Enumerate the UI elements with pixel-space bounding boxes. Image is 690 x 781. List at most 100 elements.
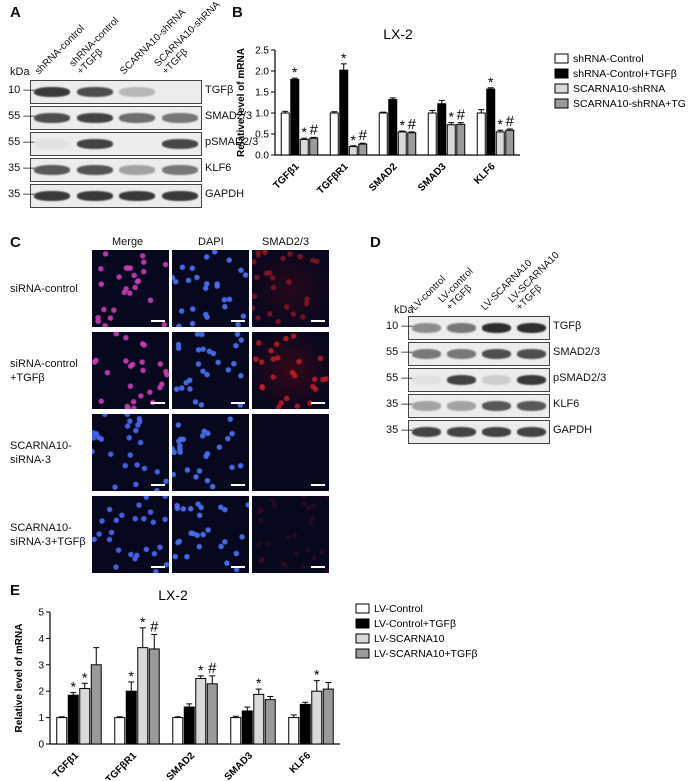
legend-label: LV-SCARNA10+TGFβ bbox=[374, 648, 478, 660]
panel-d-band bbox=[446, 349, 477, 359]
x-tick-label: TGFβR1 bbox=[104, 750, 140, 780]
bar bbox=[299, 138, 309, 156]
bar bbox=[378, 112, 388, 156]
bar bbox=[67, 694, 79, 745]
micrograph-merge bbox=[92, 250, 169, 327]
panel-a-row-label: TGFβ bbox=[205, 84, 234, 96]
panel-d-row-label: TGFβ bbox=[553, 320, 582, 332]
panel-a-blot-row bbox=[30, 158, 202, 182]
legend-swatch bbox=[554, 53, 569, 64]
panel-a-blot-row bbox=[30, 132, 202, 156]
legend-label: LV-Control+TGFβ bbox=[374, 618, 456, 630]
micrograph-merge bbox=[92, 414, 169, 491]
significance-marker: * bbox=[351, 132, 357, 148]
panel-d-band bbox=[446, 427, 477, 437]
legend-swatch bbox=[554, 68, 569, 79]
significance-marker: # bbox=[408, 116, 417, 133]
panel-e-chart: LX-2 0 1 2 3 4 5 Relative level of mRNA * * TGFβ1 *… bbox=[14, 587, 478, 780]
scale-bar bbox=[311, 320, 325, 322]
panel-d-row-label: KLF6 bbox=[553, 398, 580, 410]
scale-bar bbox=[231, 320, 245, 322]
y-tick-label: 2 bbox=[38, 687, 44, 698]
significance-marker: # bbox=[150, 618, 159, 635]
y-tick-label: 1 bbox=[38, 713, 44, 724]
panel-d-mw-marker: 35 — bbox=[386, 423, 413, 436]
micrograph-dapi bbox=[172, 496, 249, 573]
bar bbox=[348, 146, 358, 156]
y-tick-label: 4 bbox=[38, 634, 44, 645]
y-tick-label: 2.0 bbox=[255, 67, 269, 78]
panel-d-band bbox=[411, 401, 442, 411]
panel-a-band bbox=[76, 191, 113, 201]
x-tick-label: KLF6 bbox=[288, 750, 314, 776]
panel-a-band bbox=[119, 113, 156, 123]
micrograph-smad bbox=[252, 414, 329, 491]
panel-a-band bbox=[76, 113, 113, 123]
panel-a-band bbox=[119, 87, 156, 97]
panel-a-mw-marker: 35 — bbox=[8, 161, 35, 174]
panel-a-band bbox=[34, 165, 71, 175]
scale-bar bbox=[311, 484, 325, 486]
legend-swatch bbox=[554, 83, 569, 94]
bar bbox=[90, 664, 102, 745]
bar bbox=[290, 78, 300, 156]
panel-a-band bbox=[34, 191, 71, 201]
panel-d-row-label: pSMAD2/3 bbox=[553, 372, 607, 384]
y-axis-label: Relative level of mRNA bbox=[14, 624, 25, 733]
panel-a-mw-marker: 55 — bbox=[8, 109, 35, 122]
bar bbox=[309, 137, 319, 156]
panel-d-band bbox=[516, 375, 547, 385]
micrograph-smad bbox=[252, 332, 329, 409]
bar bbox=[446, 124, 456, 156]
bar bbox=[388, 99, 398, 156]
bar bbox=[280, 112, 290, 156]
panel-d-band bbox=[446, 375, 477, 385]
legend-label: LV-Control bbox=[374, 603, 423, 615]
micrograph-merge bbox=[92, 496, 169, 573]
panel-d-band bbox=[516, 349, 547, 359]
legend-label: LV-SCARNA10 bbox=[374, 633, 445, 645]
legend-label: SCARNA10-shRNA bbox=[573, 83, 665, 95]
panel-a-band bbox=[161, 113, 198, 123]
legend-swatch bbox=[355, 603, 370, 614]
panel-a-letter: A bbox=[10, 4, 21, 21]
x-tick-label: KLF6 bbox=[472, 161, 498, 187]
panel-d-band bbox=[411, 375, 442, 385]
significance-marker: * bbox=[256, 675, 262, 691]
bar bbox=[183, 706, 195, 745]
micrograph-smad bbox=[252, 496, 329, 573]
panel-a-blot-row bbox=[30, 80, 202, 104]
panel-d-mw-marker: 10 — bbox=[386, 319, 413, 332]
scale-bar bbox=[231, 484, 245, 486]
y-tick-label: 0 bbox=[38, 740, 44, 751]
micrograph-row-label: SCARNA10- siRNA-3 bbox=[10, 439, 72, 466]
bar bbox=[505, 129, 515, 156]
bar bbox=[311, 690, 323, 745]
bar bbox=[437, 103, 447, 156]
chart-title: LX-2 bbox=[158, 587, 188, 603]
panel-d-mw-marker: 35 — bbox=[386, 397, 413, 410]
scale-bar bbox=[151, 402, 165, 404]
panel-d-band bbox=[516, 401, 547, 411]
y-tick-label: 5 bbox=[38, 608, 44, 619]
scale-bar bbox=[151, 484, 165, 486]
x-tick-label: SMAD3 bbox=[223, 750, 256, 780]
panel-a-band bbox=[161, 191, 198, 201]
micrograph-dapi bbox=[172, 414, 249, 491]
x-tick-label: TGFβR1 bbox=[315, 161, 351, 197]
panel-a-band bbox=[76, 87, 113, 97]
panel-e-letter: E bbox=[10, 582, 21, 599]
scale-bar bbox=[311, 566, 325, 568]
panel-a-band bbox=[34, 139, 71, 149]
significance-marker: * bbox=[302, 124, 308, 140]
panel-d-band bbox=[411, 427, 442, 437]
bar bbox=[329, 112, 339, 156]
bar bbox=[253, 693, 265, 745]
bar bbox=[125, 690, 137, 745]
panel-d-blot-row bbox=[408, 394, 550, 418]
panel-a-mw-marker: 55 — bbox=[8, 135, 35, 148]
panel-d-band bbox=[411, 349, 442, 359]
micrograph-row-label: siRNA-control bbox=[10, 282, 78, 295]
column-header-dapi: DAPI bbox=[198, 236, 224, 248]
bar bbox=[264, 699, 276, 745]
